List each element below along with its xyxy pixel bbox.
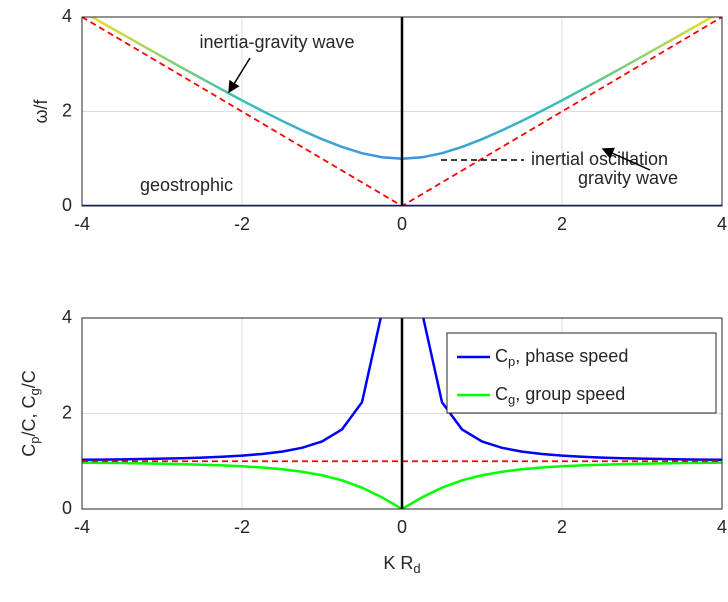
x-tick-label: 0 (397, 214, 407, 234)
series-line (82, 461, 722, 509)
text-part: C (19, 444, 39, 457)
y-tick-label: 2 (62, 100, 72, 120)
annotation: geostrophic (140, 175, 233, 195)
x-axis-label: K Rd (383, 553, 420, 577)
x-tick-label: -4 (74, 517, 90, 537)
axes-box (81, 16, 723, 207)
x-tick-label: -4 (74, 214, 90, 234)
text-part: K R (383, 553, 413, 573)
annotation: inertial oscillation (531, 149, 668, 169)
annotation-arrow (601, 147, 651, 171)
y-axis-label: ω/f (31, 98, 51, 123)
text-part: p (27, 437, 42, 444)
legend-label: Cp, phase speed (495, 346, 628, 370)
x-tick-label: 0 (397, 517, 407, 537)
series-line (82, 17, 722, 206)
annotation: gravity wave (578, 168, 678, 188)
text-part: p (508, 354, 515, 369)
text-part: /C, C (19, 395, 39, 436)
legend-box (446, 332, 717, 414)
legend-label: Cg, group speed (495, 384, 625, 408)
x-tick-label: 4 (717, 214, 727, 234)
text-part: , group speed (515, 384, 625, 404)
y-tick-label: 0 (62, 195, 72, 215)
y-tick-label: 4 (62, 307, 72, 327)
y-axis-label: Cp/C, Cg/C (19, 370, 43, 456)
annotation-arrow (228, 57, 251, 94)
x-tick-label: -2 (234, 214, 250, 234)
y-tick-label: 4 (62, 6, 72, 26)
series-line (82, 318, 722, 462)
x-tick-label: 2 (557, 517, 567, 537)
y-tick-label: 0 (62, 498, 72, 518)
text-part: g (508, 392, 515, 407)
x-tick-label: -2 (234, 517, 250, 537)
text-part: C (495, 384, 508, 404)
axes-box (81, 317, 723, 510)
x-tick-label: 2 (557, 214, 567, 234)
y-tick-label: 2 (62, 402, 72, 422)
text-part: /C (19, 370, 39, 388)
text-part: C (495, 346, 508, 366)
annotation: inertia-gravity wave (199, 32, 354, 52)
text-part: g (27, 388, 42, 395)
x-tick-label: 4 (717, 517, 727, 537)
text-part: d (413, 561, 420, 576)
text-part: , phase speed (515, 346, 628, 366)
